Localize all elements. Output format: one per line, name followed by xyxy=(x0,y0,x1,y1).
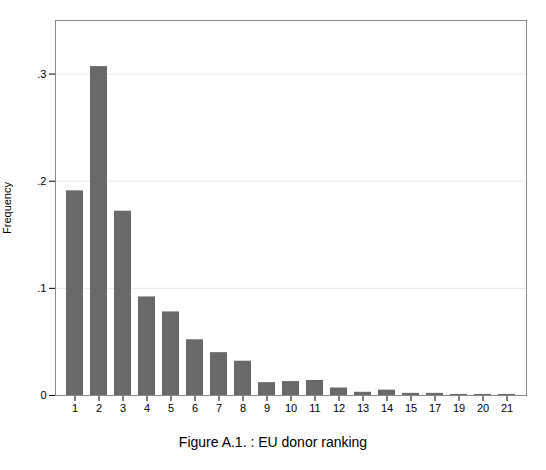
svg-text:15: 15 xyxy=(405,402,417,414)
svg-text:8: 8 xyxy=(240,402,246,414)
svg-text:12: 12 xyxy=(333,402,345,414)
html-text:Figure A.1. : EU donor ranking: Figure A.1. : EU donor ranking xyxy=(178,434,368,450)
svg-text:.1: .1 xyxy=(37,282,46,294)
svg-text:5: 5 xyxy=(168,402,174,414)
svg-text:3: 3 xyxy=(120,402,126,414)
svg-text:19: 19 xyxy=(453,402,465,414)
svg-text:7: 7 xyxy=(216,402,222,414)
svg-text:17: 17 xyxy=(429,402,441,414)
svg-text:Frequency: Frequency xyxy=(1,182,13,234)
svg-text:10: 10 xyxy=(285,402,297,414)
svg-text:13: 13 xyxy=(357,402,369,414)
svg-text:11: 11 xyxy=(309,402,320,414)
svg-text:1: 1 xyxy=(72,402,78,414)
svg-text:.3: .3 xyxy=(37,68,46,80)
svg-text:2: 2 xyxy=(96,402,102,414)
svg-text:4: 4 xyxy=(144,402,150,414)
svg-text:.2: .2 xyxy=(37,175,46,187)
svg-text:14: 14 xyxy=(381,402,393,414)
svg-text:6: 6 xyxy=(192,402,198,414)
svg-text:21: 21 xyxy=(501,402,513,414)
svg-text:9: 9 xyxy=(264,402,270,414)
svg-text:0: 0 xyxy=(40,389,46,401)
svg-text:20: 20 xyxy=(477,402,489,414)
